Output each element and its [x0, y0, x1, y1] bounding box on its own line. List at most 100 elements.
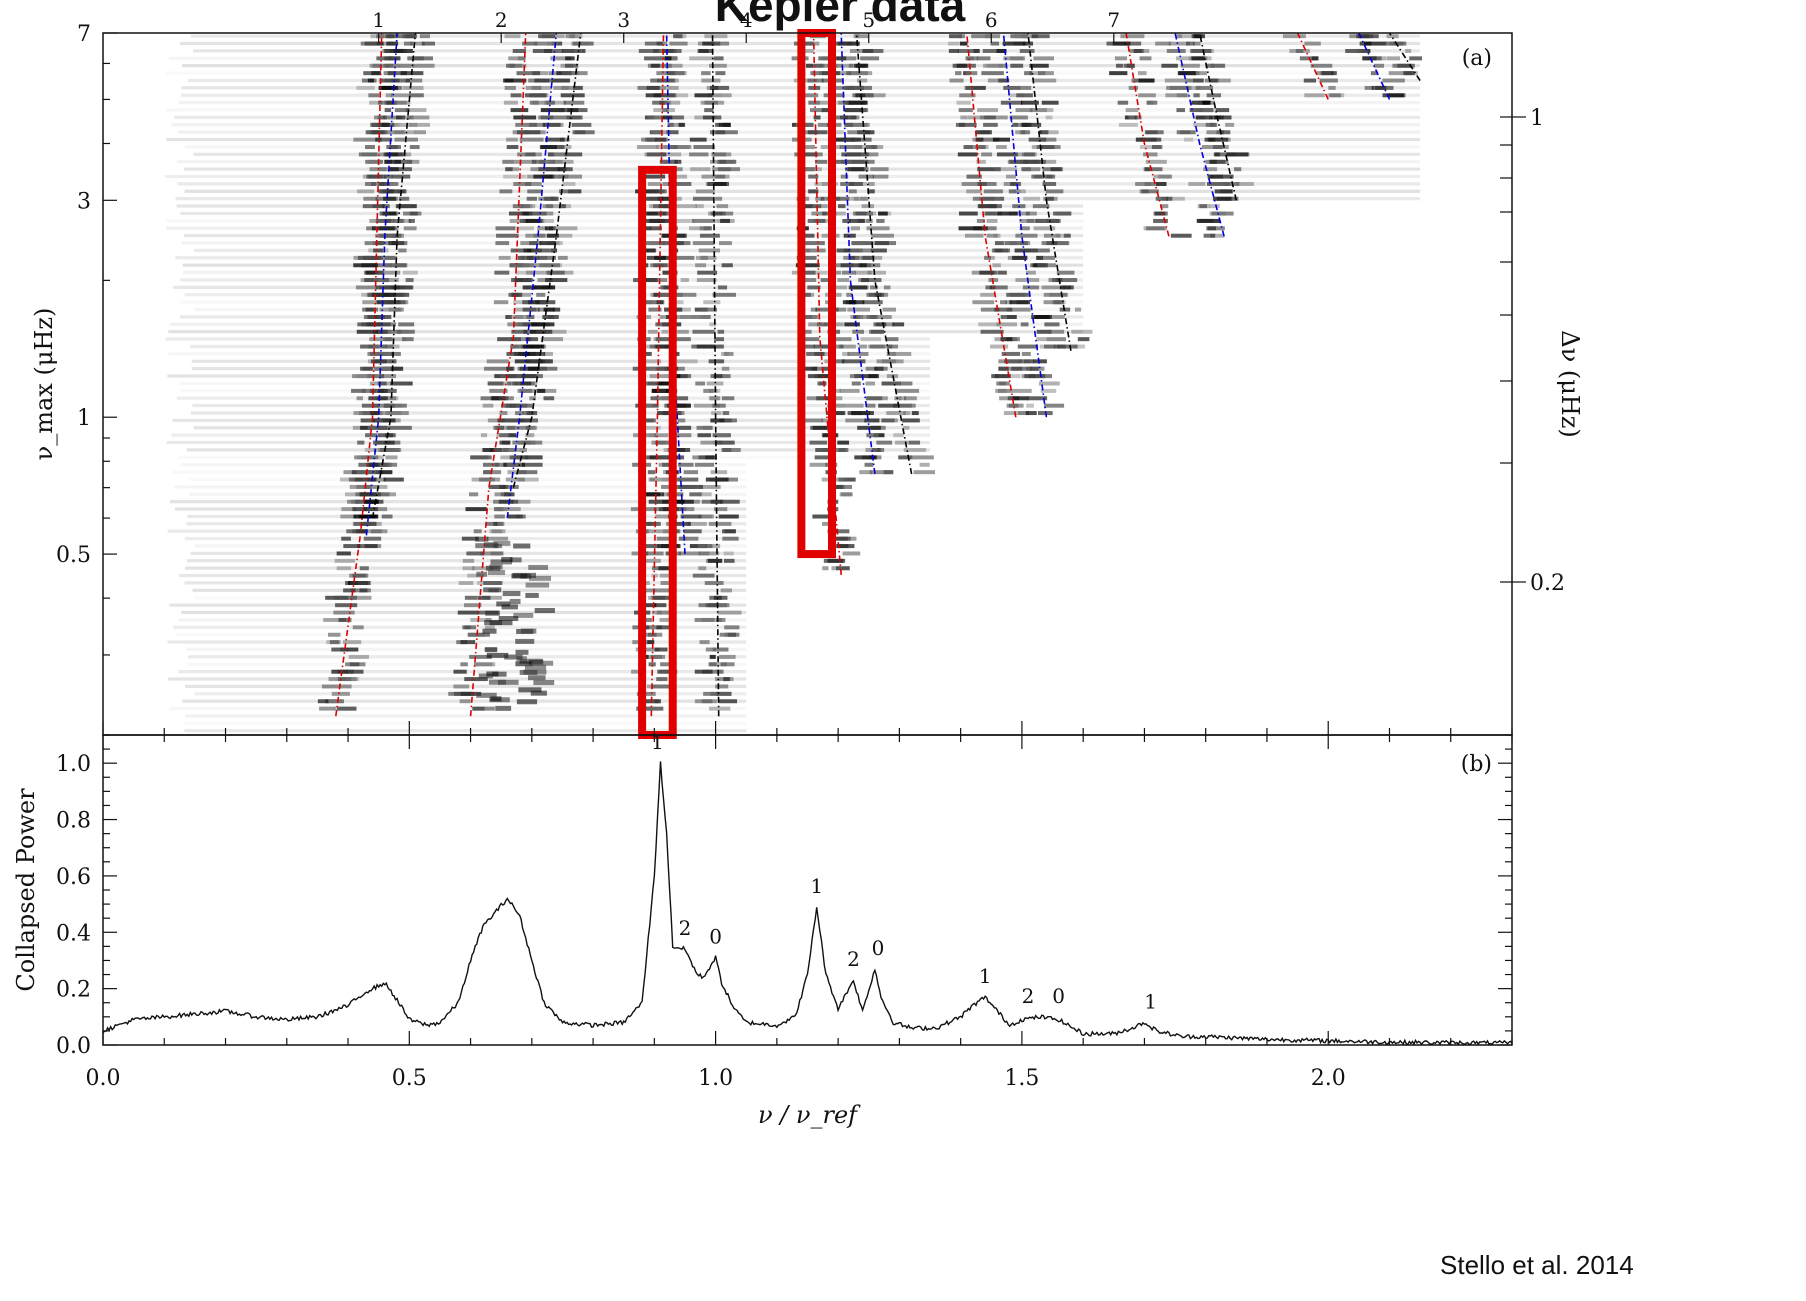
heatmap-blob — [533, 680, 555, 686]
top-tick-label: 3 — [617, 8, 630, 32]
heatmap-blob — [372, 130, 385, 135]
heatmap-blob — [831, 270, 842, 275]
heatmap-blob — [495, 226, 516, 231]
heatmap-blob — [384, 108, 392, 113]
heatmap-blob — [707, 558, 723, 563]
heatmap-blob — [796, 255, 817, 260]
heatmap-blob — [701, 71, 711, 76]
heatmap-blob — [1364, 85, 1375, 90]
heatmap-blob — [657, 211, 669, 216]
heatmap-blob — [1021, 34, 1039, 39]
heatmap-blob — [833, 337, 852, 342]
heatmap-blob — [521, 211, 533, 216]
heatmap-blob — [400, 218, 411, 223]
heatmap-blob — [862, 314, 877, 319]
heatmap-blob — [571, 122, 592, 127]
heatmap-blob — [986, 218, 998, 223]
heatmap-blob — [569, 34, 583, 39]
heatmap-blob — [372, 263, 393, 268]
heatmap-blob — [1195, 115, 1213, 120]
heatmap-row — [185, 566, 747, 570]
heatmap-blob — [522, 285, 533, 290]
heatmap-blob — [510, 108, 529, 113]
heatmap-blob — [804, 337, 820, 342]
heatmap-blob — [486, 359, 509, 364]
heatmap-blob — [554, 241, 563, 246]
heatmap-blob — [546, 270, 565, 275]
heatmap-blob — [331, 691, 350, 696]
heatmap-blob — [1289, 48, 1310, 53]
heatmap-blob — [1144, 167, 1163, 172]
heatmap-blob — [1049, 314, 1065, 319]
heatmap-blob — [664, 63, 683, 68]
heatmap-blob — [1225, 122, 1235, 127]
heatmap-blob — [655, 514, 678, 519]
heatmap-blob — [655, 322, 678, 327]
heatmap-blob — [975, 137, 1000, 142]
heatmap-blob — [537, 388, 546, 393]
heatmap-blob — [1041, 100, 1059, 105]
heatmap-blob — [956, 63, 967, 68]
heatmap-blob — [1026, 396, 1048, 401]
heatmap-blob — [1206, 181, 1230, 186]
heatmap-blob — [361, 322, 381, 327]
heatmap-blob — [552, 263, 563, 268]
ridge-line — [1125, 32, 1170, 237]
heatmap-row — [178, 618, 747, 622]
heatmap-blob — [368, 344, 388, 349]
heatmap-blob — [849, 181, 863, 186]
heatmap-blob — [1176, 56, 1198, 61]
heatmap-blob — [862, 263, 881, 268]
heatmap-blob — [381, 514, 393, 519]
heatmap-blob — [984, 211, 1002, 216]
heatmap-blob — [698, 514, 714, 519]
heatmap-blob — [977, 204, 998, 209]
heatmap-blob — [504, 448, 521, 453]
heatmap-row — [166, 71, 1421, 75]
heatmap-blob — [648, 433, 657, 438]
heatmap-blob — [375, 285, 389, 290]
heatmap-blob — [881, 418, 895, 423]
heatmap-blob — [643, 241, 665, 246]
heatmap-blob — [1025, 211, 1037, 216]
top-tick-label: 6 — [985, 8, 998, 32]
heatmap-blob — [704, 100, 719, 105]
heatmap-blob — [356, 396, 363, 401]
heatmap-blob — [485, 565, 501, 571]
heatmap-blob — [720, 588, 732, 593]
heatmap-blob — [367, 425, 390, 430]
heatmap-blob — [695, 189, 715, 194]
heatmap-blob — [405, 278, 414, 283]
heatmap-blob — [866, 218, 873, 223]
heatmap-blob — [1195, 85, 1214, 90]
heatmap-blob — [339, 684, 352, 689]
heatmap-blob — [647, 595, 671, 600]
heatmap-blob — [719, 241, 732, 246]
heatmap-blob — [985, 285, 996, 290]
heatmap-row — [173, 285, 1084, 289]
heatmap-blob — [1138, 78, 1155, 83]
heatmap-blob — [678, 536, 699, 541]
heatmap-blob — [991, 374, 999, 379]
heatmap-row — [183, 721, 747, 725]
heatmap-blob — [949, 78, 964, 83]
heatmap-blob — [1392, 63, 1412, 68]
heatmap-row — [180, 463, 747, 467]
heatmap-blob — [673, 396, 689, 401]
heatmap-blob — [388, 344, 400, 349]
ridge-line — [1388, 32, 1421, 82]
heatmap-blob — [659, 85, 667, 90]
heatmap-blob — [985, 211, 997, 216]
y2-axis-label: Δν (μHz) — [1556, 330, 1584, 437]
heatmap-blob — [661, 329, 669, 334]
heatmap-blob — [539, 300, 547, 305]
heatmap-blob — [360, 344, 373, 349]
heatmap-blob — [527, 425, 538, 430]
heatmap-blob — [666, 130, 679, 135]
heatmap-blob — [721, 366, 730, 371]
heatmap-blob — [835, 159, 851, 164]
heatmap-blob — [705, 647, 717, 652]
heatmap-blob — [650, 595, 666, 600]
heatmap-blob — [368, 248, 389, 253]
heatmap-blob — [1025, 270, 1036, 275]
